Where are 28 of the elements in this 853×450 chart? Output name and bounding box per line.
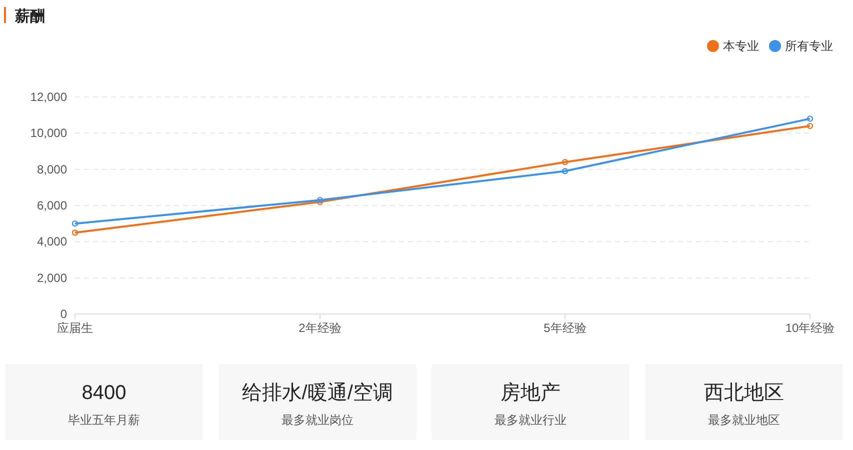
y-tick-label: 6,000 [36, 198, 68, 212]
y-tick-label: 0 [60, 307, 68, 321]
text: 最多就业岗位 [281, 413, 354, 427]
point [806, 122, 814, 130]
point [72, 230, 78, 236]
y-tick-label: 2,000 [36, 270, 68, 285]
point [806, 116, 814, 122]
y-tick-label: 8,000 [36, 162, 68, 176]
legend-label: 所有专业 [785, 39, 833, 53]
text: 最多就业地区 [708, 413, 780, 427]
y-tick-label: 4,000 [36, 234, 68, 249]
chart-title: 薪酬 [14, 8, 45, 25]
point [72, 220, 78, 227]
text: 房地产 [500, 382, 561, 404]
x-tick-label: 应届生 [57, 321, 93, 335]
y-tick-label: 10,000 [30, 126, 68, 140]
text: 毕业五年月薪 [68, 413, 140, 427]
x-tick-label: 10年经验 [785, 321, 835, 335]
text: 最多就业行业 [494, 413, 567, 427]
x-tick-label: 2年经验 [298, 321, 342, 335]
legend-label: 本专业 [723, 39, 759, 53]
text: 8400 [82, 382, 126, 404]
point [562, 159, 568, 166]
text: 给排水/暖通/空调 [242, 382, 393, 404]
x-tick-label: 5年经验 [544, 321, 586, 335]
point [562, 168, 568, 174]
y-tick-label: 12,000 [30, 90, 68, 104]
text: 西北地区 [704, 382, 784, 404]
